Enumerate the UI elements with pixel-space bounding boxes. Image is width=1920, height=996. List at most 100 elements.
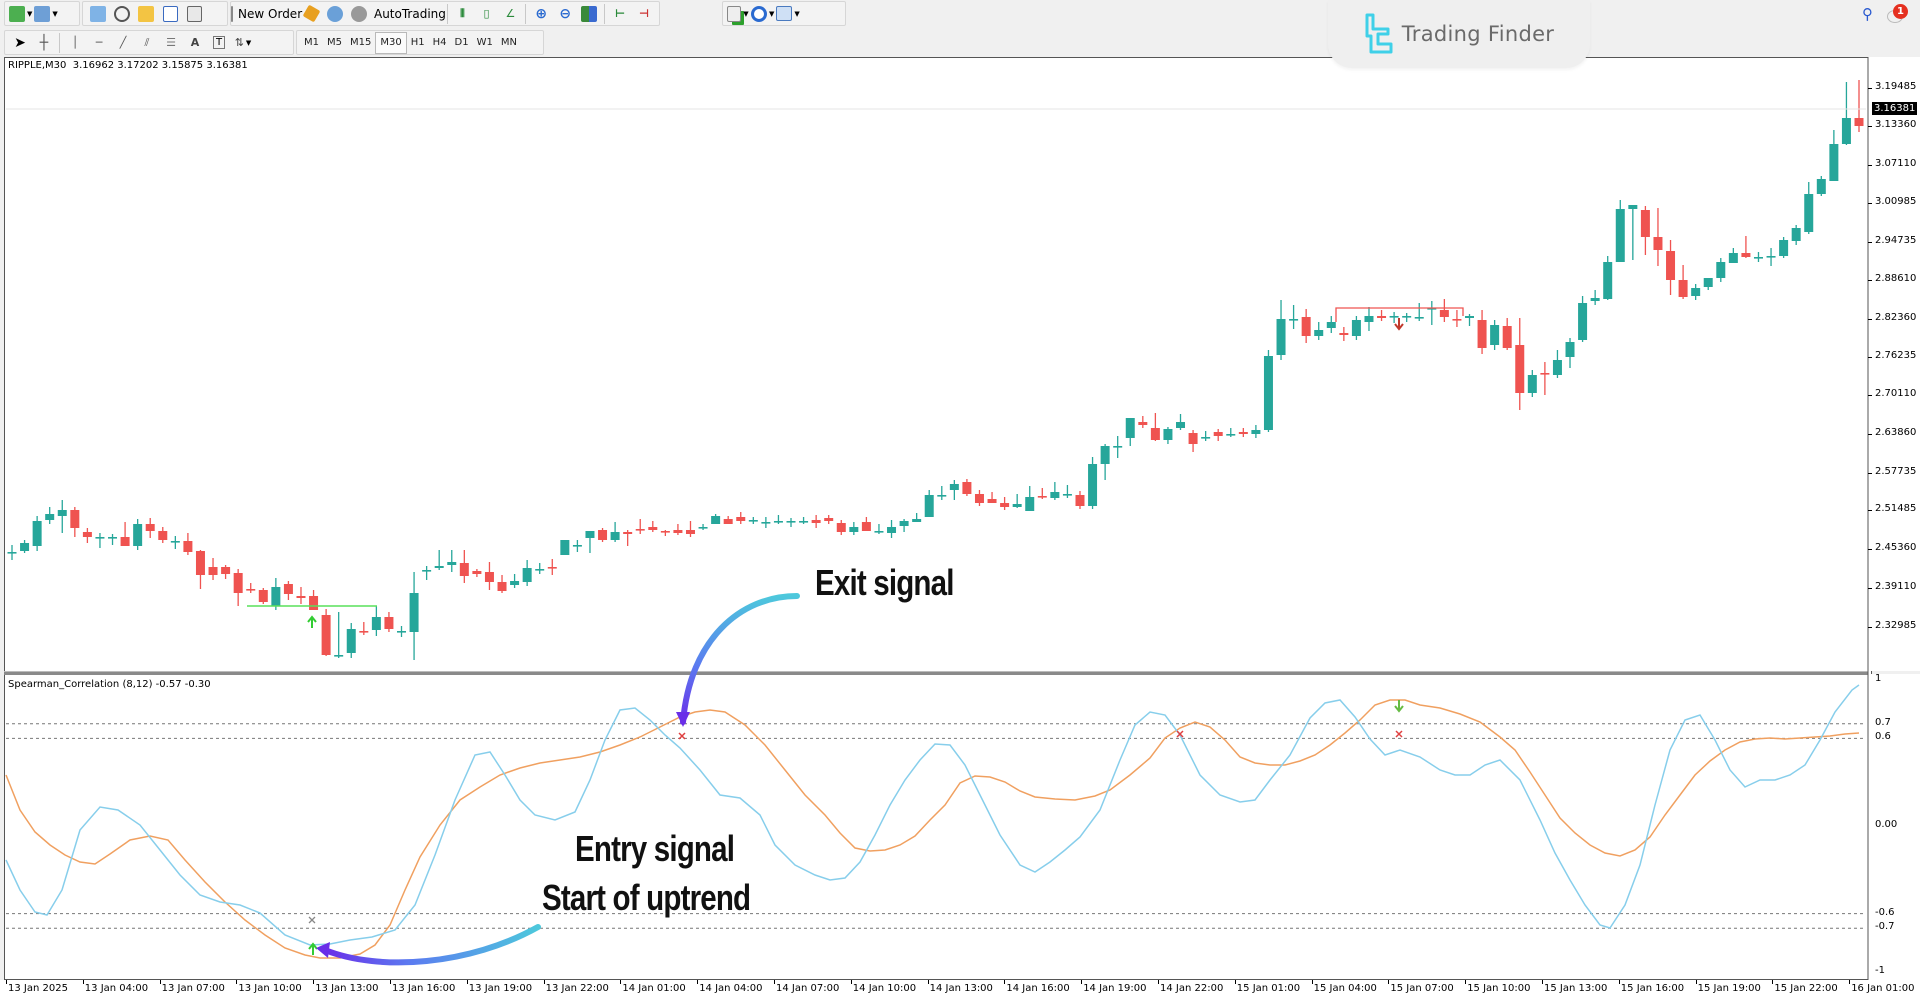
vertical-line-icon: │ [71, 36, 79, 49]
entry-signal-annotation: Entry signal [575, 828, 735, 869]
time-label: 16 Jan 01:00 [1851, 983, 1915, 994]
time-tick [1158, 980, 1159, 984]
indicators-icon [727, 5, 742, 22]
trendline-icon: ╱ [119, 36, 127, 49]
templates-button[interactable]: ▼ [776, 3, 800, 25]
market-button[interactable] [348, 3, 370, 25]
chart-window[interactable] [4, 57, 1872, 980]
toolbar-separator [604, 3, 606, 24]
price-axis[interactable] [1868, 57, 1920, 671]
line-chart-button[interactable]: ∠ [499, 3, 521, 25]
time-label: 14 Jan 10:00 [852, 983, 917, 994]
timeframe-h4[interactable]: H4 [432, 37, 447, 48]
view-group [82, 1, 228, 26]
arrows-icon: ⇅ [234, 36, 244, 49]
trendline-button[interactable]: ╱ [112, 32, 134, 54]
favorites-button[interactable] [135, 3, 157, 25]
zoom-out-button[interactable]: ⊖ [554, 3, 576, 25]
autotrading-button[interactable]: AutoTrading [372, 3, 446, 25]
time-label: 14 Jan 16:00 [1006, 983, 1070, 994]
chart-shift-button[interactable]: ⊣ [633, 3, 655, 25]
price-label: 3.00985 [1875, 196, 1917, 208]
candlestick-button[interactable]: ▯ [475, 3, 497, 25]
subwindow-separator[interactable] [4, 671, 1868, 675]
vertical-line-button[interactable]: │ [64, 32, 86, 54]
tile-windows-button[interactable] [578, 3, 600, 25]
signals-icon [327, 5, 344, 22]
clock-icon [751, 5, 767, 22]
timeframe-mn[interactable]: MN [500, 37, 517, 48]
templates-icon [776, 6, 793, 21]
time-tick [1542, 980, 1543, 984]
bar-chart-button[interactable]: ⫴ [451, 3, 473, 25]
fibonacci-button[interactable]: ☰ [160, 32, 182, 54]
crosshair-button[interactable]: ┼ [33, 32, 55, 54]
time-tick [774, 980, 775, 984]
timeframe-m5[interactable]: M5 [327, 37, 342, 48]
price-label: 2.51485 [1875, 503, 1917, 515]
price-tick [1868, 125, 1872, 127]
timeframe-group: M1 M5 M15 M30 H1 H4 D1 W1 MN [296, 30, 544, 55]
time-label: 13 Jan 10:00 [238, 983, 302, 994]
new-order-button[interactable]: New Order [231, 3, 302, 25]
autoscroll-icon: ⊢ [614, 7, 626, 20]
equidistant-channel-button[interactable]: ⫽ [136, 32, 158, 54]
time-tick [1081, 980, 1083, 984]
timeframe-h1[interactable]: H1 [410, 37, 425, 48]
price-label: 2.94735 [1875, 235, 1917, 246]
strategy-tester-button[interactable] [183, 3, 205, 25]
market-watch-button[interactable] [87, 3, 109, 25]
price-label: 2.63860 [1875, 426, 1917, 438]
time-axis[interactable] [0, 980, 1920, 996]
strategy-tester-icon [186, 5, 202, 22]
timeframe-d1[interactable]: D1 [454, 37, 469, 48]
time-tick [313, 980, 315, 984]
profiles-icon [34, 5, 51, 22]
zoom-in-icon: ⊕ [535, 5, 548, 22]
timeframe-w1[interactable]: W1 [476, 37, 493, 48]
price-label: 2.45360 [1875, 542, 1917, 553]
time-label: 15 Jan 04:00 [1313, 983, 1377, 994]
horizontal-line-button[interactable]: ─ [88, 32, 110, 54]
timeframe-m1[interactable]: M1 [304, 37, 319, 48]
profiles-button[interactable]: ▼ [34, 3, 58, 25]
fibonacci-icon: ☰ [166, 36, 176, 49]
autoscroll-button[interactable]: ⊢ [609, 3, 631, 25]
price-tick [1868, 164, 1872, 166]
timeframe-m30[interactable]: M30 [375, 31, 407, 54]
notifications-button[interactable]: 1 [1887, 4, 1909, 24]
time-label: 14 Jan 01:00 [622, 983, 686, 994]
periods-button[interactable]: ▼ [751, 3, 774, 25]
text-icon: A [190, 36, 200, 49]
text-button[interactable]: A [184, 32, 206, 54]
timeframe-m15[interactable]: M15 [350, 37, 372, 48]
data-window-button[interactable] [159, 3, 181, 25]
data-window-icon [162, 5, 178, 22]
navigator-button[interactable] [111, 3, 133, 25]
signals-button[interactable] [324, 3, 346, 25]
time-tick [1311, 980, 1313, 984]
zoom-in-button[interactable]: ⊕ [530, 3, 552, 25]
cursor-button[interactable]: ➤ [9, 32, 31, 54]
time-label: 14 Jan 04:00 [699, 983, 763, 994]
toolbar-separator [446, 3, 448, 24]
market-icon [351, 5, 368, 22]
indicator-axis[interactable] [1868, 674, 1920, 980]
indicators-button[interactable]: ▼ [727, 3, 749, 25]
indicator-level-label: -0.7 [1875, 921, 1895, 933]
price-tick [1868, 318, 1872, 320]
favorites-icon [138, 5, 154, 22]
horizontal-line-icon: ─ [95, 36, 103, 49]
time-tick [1695, 980, 1697, 984]
time-tick [1849, 980, 1851, 984]
price-tick [1868, 549, 1872, 550]
text-label-button[interactable]: T [208, 32, 230, 54]
time-tick [543, 980, 545, 984]
new-chart-button[interactable]: ▼ [9, 3, 32, 25]
price-label: 2.82360 [1875, 311, 1917, 323]
arrows-button[interactable]: ⇅ ▼ [234, 36, 252, 49]
price-label: 3.13360 [1875, 118, 1917, 130]
search-icon[interactable]: ⚲ [1862, 5, 1873, 23]
time-tick [159, 980, 161, 984]
chart-shift-icon: ⊣ [638, 7, 650, 20]
